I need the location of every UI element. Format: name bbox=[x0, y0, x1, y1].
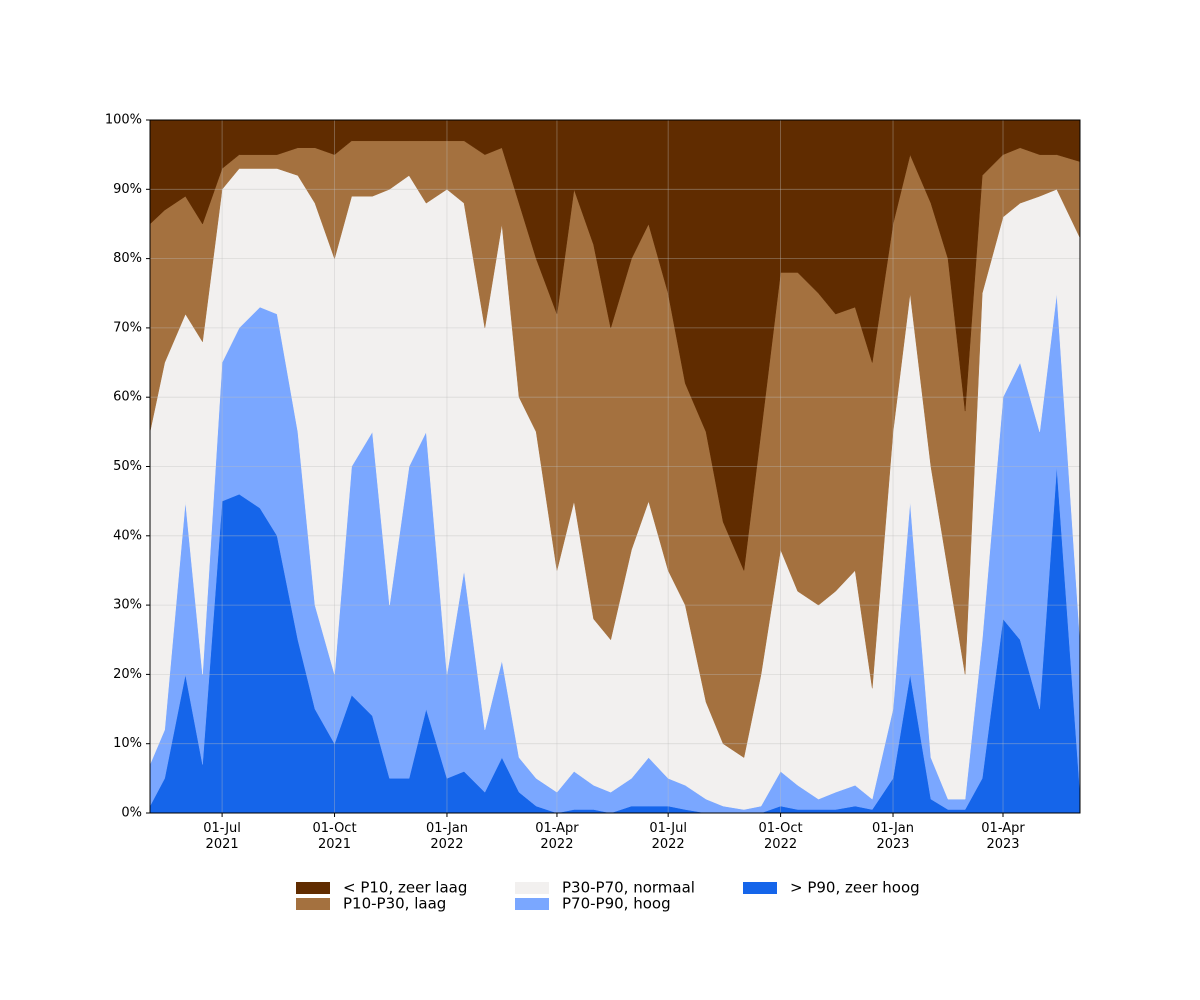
legend-label: P30-P70, normaal bbox=[562, 879, 695, 897]
y-tick-label: 60% bbox=[113, 390, 142, 405]
x-tick-label: 01-Oct 2022 bbox=[758, 821, 803, 852]
y-tick-label: 50% bbox=[113, 459, 142, 474]
x-tick-label: 01-Jan 2022 bbox=[425, 821, 468, 852]
x-tick-label: 01-Jan 2023 bbox=[872, 821, 915, 852]
legend-label: P70-P90, hoog bbox=[562, 895, 671, 913]
y-tick-label: 80% bbox=[113, 251, 142, 266]
y-tick-label: 30% bbox=[113, 598, 142, 613]
legend-label: P10-P30, laag bbox=[343, 895, 446, 913]
legend-swatch bbox=[515, 882, 549, 894]
legend-label: > P90, zeer hoog bbox=[790, 879, 920, 897]
legend-swatch bbox=[515, 898, 549, 910]
plot-frame bbox=[149, 119, 1081, 814]
x-tick-label: 01-Jul 2021 bbox=[203, 821, 241, 852]
y-tick-label: 90% bbox=[113, 182, 142, 197]
y-tick-label: 0% bbox=[121, 806, 142, 821]
x-tick-label: 01-Apr 2022 bbox=[535, 821, 579, 852]
y-tick-label: 70% bbox=[113, 320, 142, 335]
legend-swatch bbox=[743, 882, 777, 894]
x-tick-label: 01-Apr 2023 bbox=[981, 821, 1025, 852]
y-tick-label: 10% bbox=[113, 736, 142, 751]
x-tick-label: 01-Oct 2021 bbox=[312, 821, 357, 852]
y-tick-label: 20% bbox=[113, 667, 142, 682]
legend-label: < P10, zeer laag bbox=[343, 879, 467, 897]
legend-swatch bbox=[296, 898, 330, 910]
x-tick-label: 01-Jul 2022 bbox=[649, 821, 687, 852]
y-tick-label: 40% bbox=[113, 528, 142, 543]
y-tick-label: 100% bbox=[105, 113, 142, 128]
legend-swatch bbox=[296, 882, 330, 894]
